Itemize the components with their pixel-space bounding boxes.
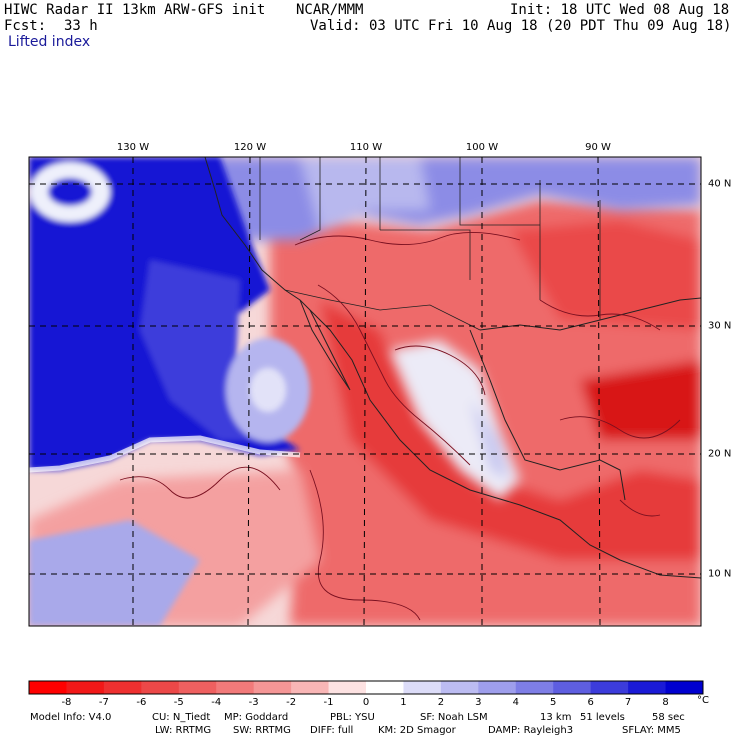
eddy-coefficient: KM: 2D Smagor: [378, 725, 456, 736]
surface-layer: SFLAY: MM5: [622, 725, 681, 736]
lat-label-40n: 40 N: [708, 178, 732, 190]
colorbar-tick-label: 2: [437, 697, 445, 708]
lon-label-100w: 100 W: [465, 142, 499, 153]
colorbar-frame: [28, 680, 704, 695]
colorbar-swatch: [478, 681, 517, 694]
lat-label-20n: 20 N: [708, 448, 732, 460]
cumulus-scheme: CU: N_Tiedt: [152, 712, 211, 723]
colorbar-swatch: [178, 681, 217, 694]
valid-time: Valid: 03 UTC Fri 10 Aug 18 (20 PDT Thu …: [310, 18, 732, 34]
colorbar-swatch: [29, 681, 67, 694]
colorbar-tick-label: -2: [286, 697, 297, 708]
org-label: NCAR/MMM: [296, 2, 364, 18]
colorbar-swatch: [590, 681, 629, 694]
microphysics-scheme: MP: Goddard: [224, 712, 289, 723]
coastlines: [204, 157, 701, 579]
colorbar-tick-label: -5: [173, 697, 184, 708]
lifted-index-contours: [119, 232, 681, 621]
timestep: 58 sec: [652, 712, 685, 723]
colorbar-tick-label: 7: [624, 697, 632, 708]
northern-stable-field: [200, 157, 701, 240]
map-frame: [28, 156, 702, 627]
lat-label-10n: 10 N: [708, 568, 732, 580]
colorbar-swatch: [553, 681, 592, 694]
shortwave-scheme: SW: RRTMG: [233, 725, 291, 736]
init-time: Init: 18 UTC Wed 08 Aug 18: [510, 2, 730, 18]
colorbar-swatch: [291, 681, 330, 694]
colorbar-tick-label: 5: [550, 697, 557, 708]
colorbar-swatch: [103, 681, 142, 694]
colorbar-tick-label: 8: [662, 697, 669, 708]
pacific-stable-field: [29, 157, 310, 626]
colorbar-tick-label: -8: [61, 697, 72, 708]
colorbar-unit: °C: [697, 695, 709, 706]
colorbar-swatch: [66, 681, 105, 694]
resolution: 13 km: [540, 712, 572, 723]
colorbar-tick-label: 3: [475, 697, 482, 708]
lon-label-130w: 130 W: [116, 142, 150, 153]
forecast-hours: 33 h: [64, 18, 98, 34]
field-title: Lifted index: [8, 34, 91, 50]
colorbar-tick-label: -4: [211, 697, 222, 708]
model-title: HIWC Radar II 13km ARW-GFS init: [4, 2, 266, 18]
pbl-scheme: PBL: YSU: [330, 712, 375, 723]
lon-label-120w: 120 W: [233, 142, 267, 153]
colorbar-tick-label: -1: [323, 697, 334, 708]
longwave-scheme: LW: RRTMG: [155, 725, 212, 736]
damping-option: DAMP: Rayleigh3: [488, 725, 574, 736]
diffusion-option: DIFF: full: [310, 725, 354, 736]
surface-scheme: SF: Noah LSM: [420, 712, 488, 723]
lon-label-110w: 110 W: [349, 142, 383, 153]
colorbar-swatch: [403, 681, 442, 694]
colorbar-swatch: [141, 681, 180, 694]
lat-label-30n: 30 N: [708, 320, 732, 332]
plateau-stable-field: [390, 340, 520, 500]
model-info: Model Info: V4.0: [30, 712, 112, 723]
colorbar-tick-label: 1: [400, 697, 407, 708]
colorbar-swatch: [253, 681, 292, 694]
colorbar-swatch: [216, 681, 255, 694]
political-borders: [259, 157, 601, 331]
colorbar-tick-label: 0: [362, 697, 370, 708]
colorbar-tick-label: -3: [248, 697, 259, 708]
stability-boundary: [29, 435, 301, 473]
graticule: [29, 157, 701, 626]
colorbar-tick-label: -6: [136, 697, 147, 708]
colorbar: [28, 680, 704, 695]
colorbar-swatch: [328, 681, 367, 694]
colorbar-swatch: [665, 681, 704, 694]
colorbar-tick-label: 4: [512, 697, 519, 708]
colorbar-swatch: [515, 681, 554, 694]
colorbar-swatch: [628, 681, 667, 694]
colorbar-tick-label: -7: [98, 697, 109, 708]
colorbar-tick-label: 6: [587, 697, 594, 708]
forecast-label: Fcst:: [4, 18, 47, 34]
vertical-levels: 51 levels: [580, 712, 625, 723]
colorbar-swatch: [366, 681, 404, 694]
lon-label-90w: 90 W: [585, 142, 611, 153]
colorbar-swatch: [440, 681, 479, 694]
